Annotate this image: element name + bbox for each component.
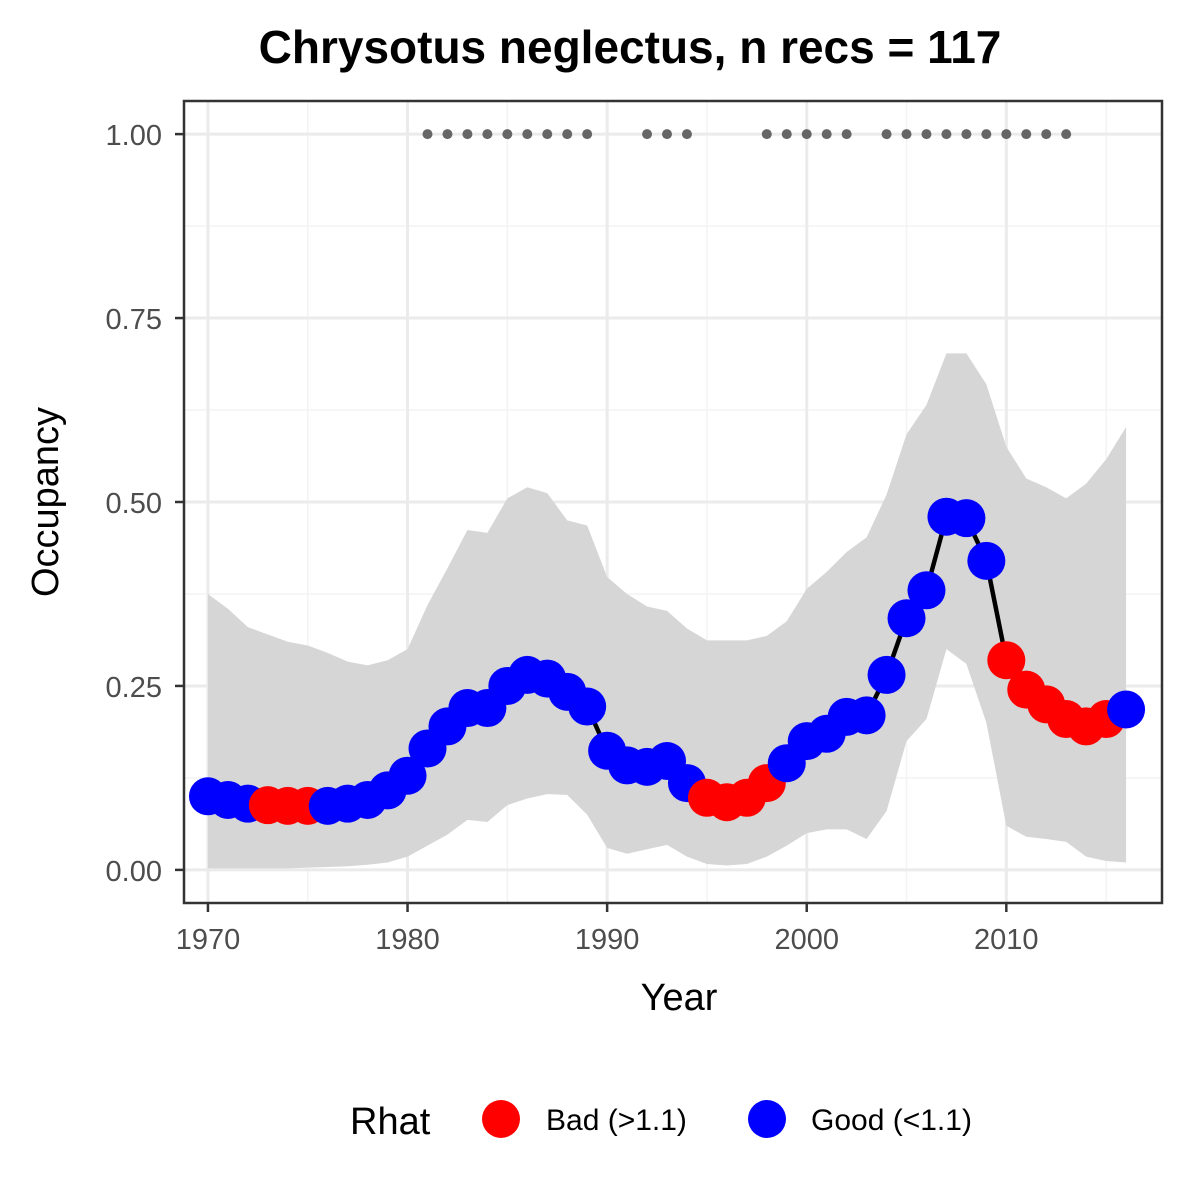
occupancy-point-good <box>887 599 926 638</box>
record-year-marker <box>841 129 852 140</box>
record-year-marker <box>681 129 692 140</box>
record-year-marker <box>442 129 453 140</box>
record-year-marker <box>881 129 892 140</box>
occupancy-point-good <box>867 655 906 694</box>
x-tick-label: 1980 <box>375 924 440 956</box>
record-year-marker <box>662 129 673 140</box>
legend-title: Rhat <box>350 1101 431 1143</box>
record-year-marker <box>801 129 812 140</box>
record-year-marker <box>562 129 573 140</box>
y-tick-label: 0.00 <box>106 856 162 888</box>
record-year-marker <box>981 129 992 140</box>
record-year-marker <box>502 129 513 140</box>
y-tick-label: 0.25 <box>106 672 162 704</box>
record-year-marker <box>462 129 473 140</box>
record-year-marker <box>921 129 932 140</box>
occupancy-point-good <box>1107 690 1146 729</box>
x-tick-label: 2000 <box>774 924 839 956</box>
record-year-marker <box>761 129 772 140</box>
x-axis-title: Year <box>641 977 718 1019</box>
occupancy-point-bad <box>987 641 1026 680</box>
record-year-marker <box>821 129 832 140</box>
y-tick-label: 0.75 <box>106 304 162 336</box>
occupancy-point-good <box>847 696 886 735</box>
chart-title: Chrysotus neglectus, n recs = 117 <box>259 21 1002 73</box>
x-tick-label: 1970 <box>176 924 241 956</box>
occupancy-point-good <box>907 571 946 610</box>
y-axis: 0.00 0.25 0.50 0.75 1.00 <box>106 120 184 888</box>
record-year-marker <box>542 129 553 140</box>
record-year-marker <box>522 129 533 140</box>
x-axis: 1970 1980 1990 2000 2010 <box>176 903 1039 956</box>
legend-label-good: Good (<1.1) <box>811 1104 972 1137</box>
y-tick-label: 1.00 <box>106 120 162 152</box>
occupancy-point-good <box>947 499 986 538</box>
record-year-marker <box>961 129 972 140</box>
occupancy-point-good <box>388 756 427 795</box>
record-year-marker <box>1021 129 1032 140</box>
y-tick-label: 0.50 <box>106 488 162 520</box>
record-year-marker <box>642 129 653 140</box>
legend-key-bad <box>482 1100 520 1138</box>
record-year-marker <box>941 129 952 140</box>
y-axis-title: Occupancy <box>25 407 67 597</box>
x-tick-label: 2010 <box>974 924 1039 956</box>
record-year-marker <box>422 129 433 140</box>
legend-label-bad: Bad (>1.1) <box>546 1104 687 1137</box>
occupancy-point-good <box>568 687 607 726</box>
plot-panel <box>182 99 1164 905</box>
legend-key-good <box>748 1100 786 1138</box>
legend: Rhat Bad (>1.1) Good (<1.1) <box>350 1100 972 1143</box>
occupancy-point-good <box>967 541 1006 580</box>
record-year-marker <box>1041 129 1052 140</box>
record-year-marker <box>901 129 912 140</box>
record-year-marker <box>1001 129 1012 140</box>
record-year-marker <box>482 129 493 140</box>
record-year-marker <box>781 129 792 140</box>
record-year-marker <box>582 129 593 140</box>
x-tick-label: 1990 <box>575 924 640 956</box>
record-year-marker <box>1061 129 1072 140</box>
